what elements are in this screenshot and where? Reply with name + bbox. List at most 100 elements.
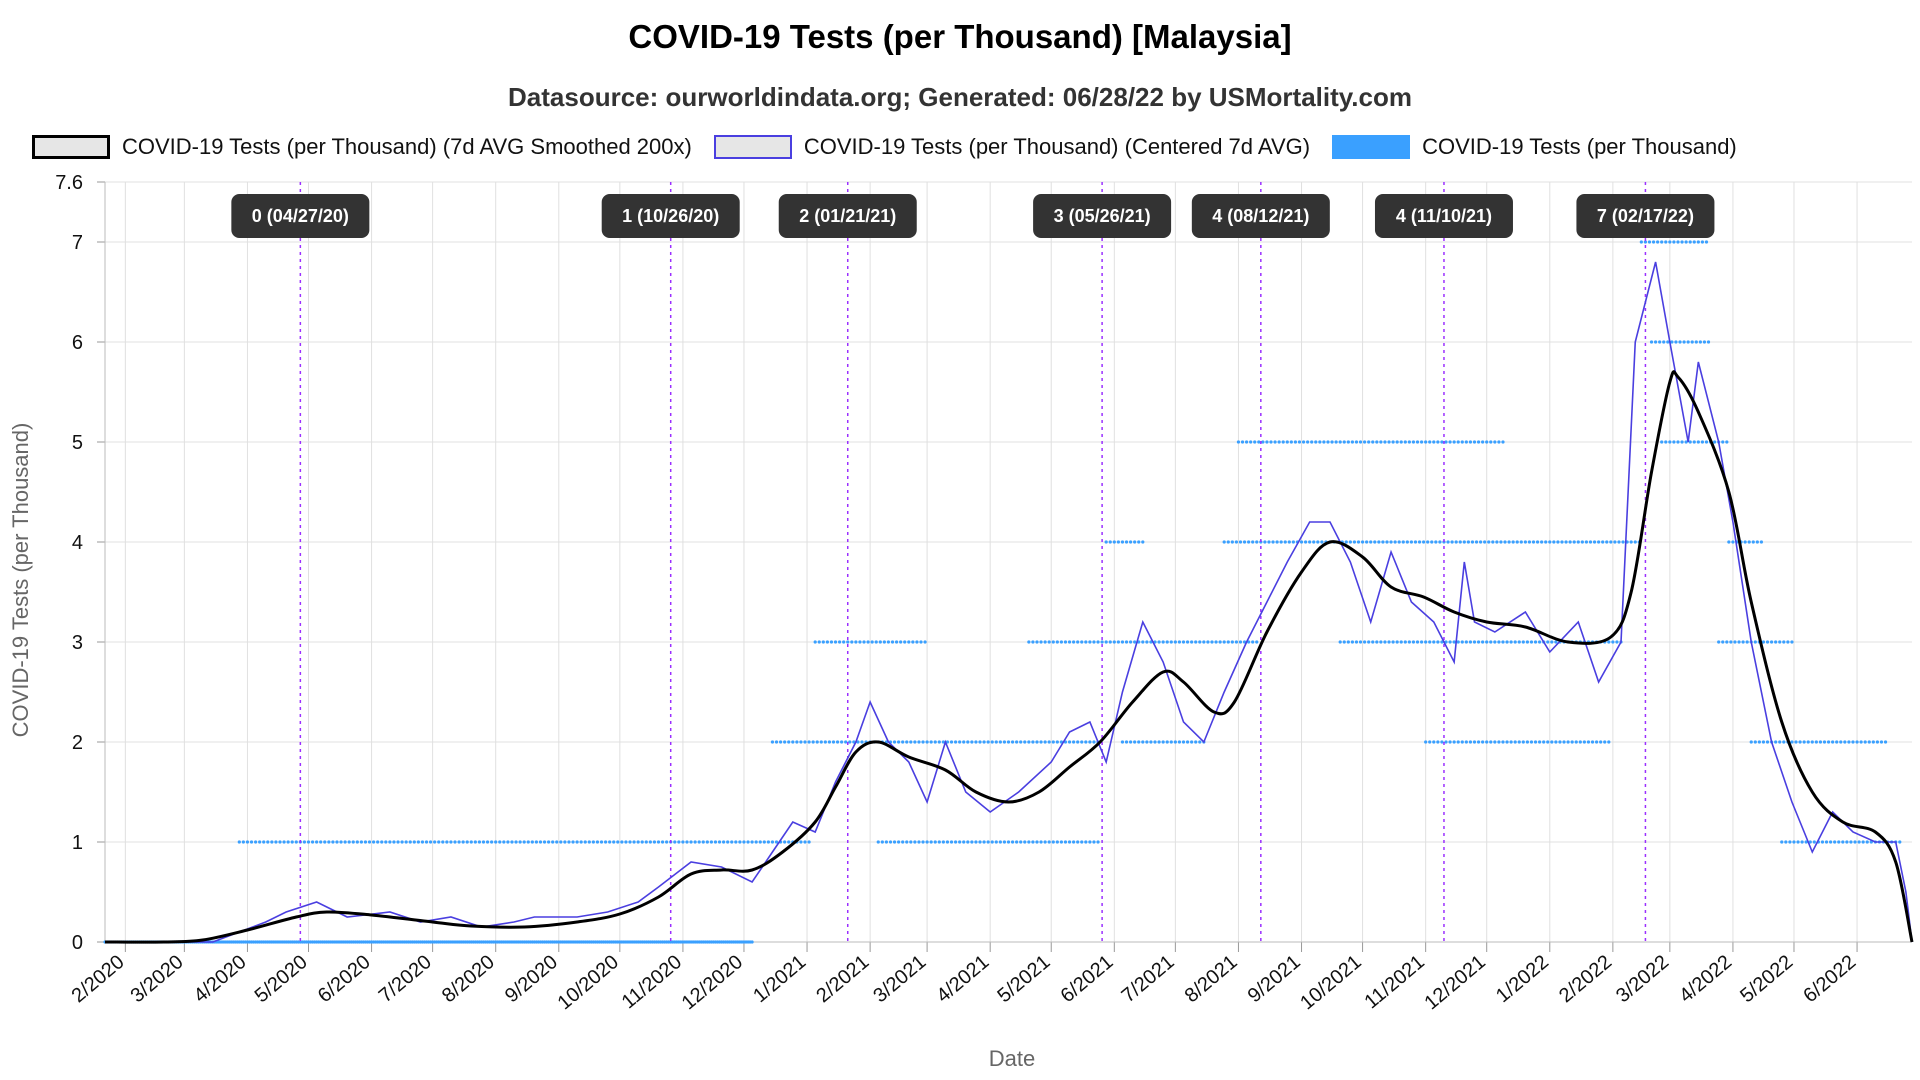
raw-data-point	[677, 840, 681, 844]
raw-data-point	[1403, 640, 1407, 644]
raw-data-point	[1507, 540, 1511, 544]
raw-data-point	[1525, 640, 1530, 644]
raw-data-point	[1039, 840, 1043, 844]
raw-data-point	[870, 640, 874, 644]
legend-item-smoothed[interactable]: COVID-19 Tests (per Thousand) (7d AVG Sm…	[32, 134, 692, 160]
raw-data-point	[1411, 640, 1416, 644]
raw-data-point	[1133, 740, 1137, 744]
raw-data-point	[1371, 640, 1375, 644]
raw-data-point	[376, 840, 380, 844]
raw-data-point	[640, 840, 644, 844]
x-tick-label: 12/2021	[1420, 951, 1490, 1014]
raw-data-point	[1499, 540, 1503, 544]
raw-data-point	[1371, 440, 1375, 444]
raw-data-point	[428, 840, 433, 844]
raw-data-point	[616, 840, 620, 844]
raw-data-point	[1165, 740, 1169, 744]
raw-data-point	[1279, 540, 1283, 544]
y-axis-title: COVID-19 Tests (per Thousand)	[8, 423, 33, 738]
raw-data-point	[1226, 540, 1230, 544]
raw-data-point	[1157, 740, 1161, 744]
raw-data-point	[705, 840, 709, 844]
raw-data-point	[1448, 440, 1452, 444]
raw-data-point	[833, 640, 838, 644]
raw-data-point	[1560, 540, 1564, 544]
raw-data-point	[1320, 540, 1324, 544]
raw-data-point	[1391, 640, 1395, 644]
x-tick-label: 3/2021	[869, 951, 930, 1007]
raw-data-point	[1190, 640, 1194, 644]
raw-data-point	[1609, 540, 1613, 544]
raw-data-point	[1533, 740, 1538, 744]
raw-data-point	[701, 840, 705, 844]
raw-data-point	[1023, 740, 1027, 744]
raw-data-point	[1108, 640, 1112, 644]
raw-data-point	[1391, 440, 1395, 444]
raw-data-point	[795, 740, 799, 744]
raw-data-point	[1230, 640, 1234, 644]
raw-data-point	[1367, 640, 1371, 644]
raw-data-point	[813, 640, 817, 644]
raw-data-point	[1476, 640, 1481, 644]
raw-data-point	[1790, 640, 1794, 644]
raw-data-point	[1837, 840, 1841, 844]
x-tick-label: 11/2021	[1360, 951, 1428, 1013]
raw-data-point	[1456, 740, 1460, 744]
y-tick-label: 6	[72, 332, 83, 354]
raw-data-point	[941, 740, 945, 744]
centered-avg-line	[105, 261, 1913, 943]
raw-data-point	[547, 840, 551, 844]
raw-data-point	[1080, 640, 1084, 644]
legend-label-centered: COVID-19 Tests (per Thousand) (Centered …	[803, 134, 1311, 159]
raw-data-point	[770, 840, 775, 844]
raw-data-point	[1800, 840, 1804, 844]
raw-data-point	[1238, 640, 1243, 644]
x-tick-label: 6/2021	[1057, 951, 1118, 1007]
legend-item-raw[interactable]: COVID-19 Tests (per Thousand)	[1332, 134, 1737, 160]
raw-data-point	[1027, 640, 1031, 644]
raw-data-point	[1314, 440, 1318, 444]
raw-data-point	[473, 840, 477, 844]
raw-data-point	[1308, 540, 1312, 544]
legend-label-raw: COVID-19 Tests (per Thousand)	[1422, 134, 1737, 159]
raw-data-point	[1533, 640, 1538, 644]
raw-data-point	[355, 840, 359, 844]
raw-data-point	[1383, 640, 1387, 644]
raw-data-point	[921, 840, 925, 844]
legend-item-centered[interactable]: COVID-19 Tests (per Thousand) (Centered …	[713, 134, 1311, 160]
annotation-box	[1374, 194, 1513, 238]
raw-data-point	[1855, 740, 1859, 744]
raw-data-point	[1782, 640, 1786, 644]
raw-data-point	[897, 840, 901, 844]
raw-data-point	[1108, 540, 1112, 544]
raw-data-point	[1202, 640, 1206, 644]
raw-data-point	[1281, 440, 1285, 444]
raw-data-point	[1857, 840, 1861, 844]
raw-data-point	[1367, 440, 1371, 444]
raw-data-point	[1116, 640, 1120, 644]
raw-data-point	[579, 840, 583, 844]
x-tick-label: 3/2022	[1612, 951, 1673, 1007]
raw-data-point	[827, 740, 832, 744]
raw-data-point	[1485, 740, 1489, 744]
raw-data-point	[1576, 540, 1580, 544]
raw-data-point	[1285, 440, 1289, 444]
raw-data-point	[1210, 640, 1214, 644]
raw-data-point	[270, 840, 274, 844]
raw-data-point	[1552, 540, 1556, 544]
raw-data-point	[1489, 640, 1493, 644]
raw-data-point	[1363, 440, 1367, 444]
raw-data-point	[1346, 640, 1350, 644]
raw-data-point	[542, 840, 547, 844]
raw-data-point	[563, 840, 567, 844]
raw-data-point	[1822, 740, 1827, 744]
raw-data-point	[1727, 540, 1731, 544]
raw-data-point	[1568, 540, 1572, 544]
raw-data-point	[1318, 440, 1322, 444]
y-tick-label: 7	[72, 232, 83, 254]
raw-data-point	[829, 640, 834, 644]
raw-data-point	[1234, 640, 1239, 644]
raw-data-point	[913, 740, 917, 744]
raw-data-point	[1778, 740, 1782, 744]
raw-data-point	[620, 840, 624, 844]
